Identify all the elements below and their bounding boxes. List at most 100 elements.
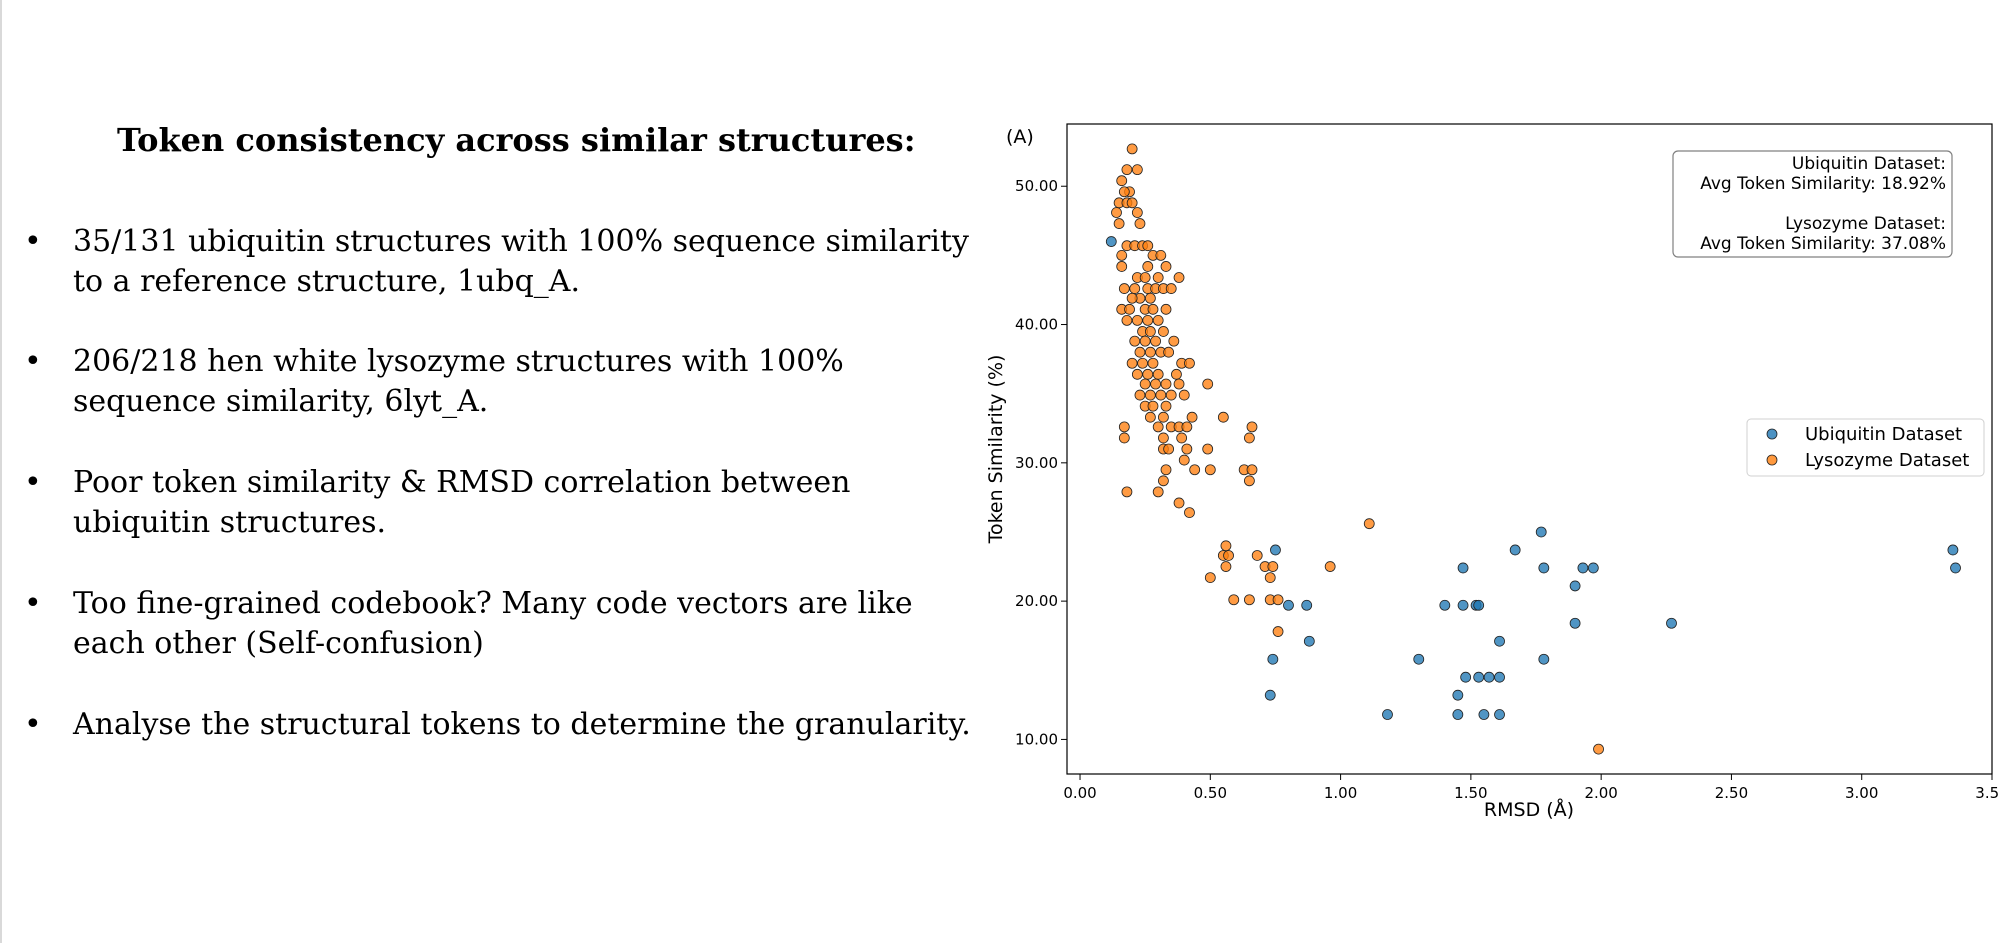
lysozyme-point (1176, 432, 1188, 444)
lysozyme-point (1243, 594, 1255, 606)
lysozyme-point (1152, 272, 1164, 283)
ubiquitin-point (1950, 562, 1961, 574)
bullet-text: Poor token similarity & RMSD correlation… (73, 465, 851, 540)
annotation-line: Avg Token Similarity: 37.08% (1700, 234, 1946, 254)
ubiquitin-point (1509, 544, 1521, 556)
ubiquitin-point (1452, 689, 1464, 701)
lysozyme-point (1124, 303, 1135, 315)
lysozyme-point (1155, 389, 1167, 401)
lysozyme-point (1142, 261, 1154, 272)
lysozyme-point (1158, 475, 1169, 487)
bullet-marker: • (24, 224, 42, 259)
lysozyme-point (1150, 335, 1161, 347)
lysozyme-point (1116, 261, 1128, 272)
x-tick-label: 2.50 (1715, 784, 1748, 802)
bullet-text: 206/218 hen white lysozyme structures wi… (73, 344, 844, 419)
ubiquitin-point (1569, 617, 1581, 629)
lysozyme-point (1204, 464, 1216, 476)
lysozyme-point (1131, 207, 1143, 218)
ubiquitin-point (1105, 236, 1117, 247)
lysozyme-point (1267, 561, 1279, 572)
bullet-marker: • (24, 344, 42, 379)
lysozyme-point (1178, 454, 1190, 466)
annotation-frame (1672, 150, 1953, 258)
bullet-text: 35/131 ubiquitin structures with 100% se… (73, 224, 969, 299)
lysozyme-point (1163, 443, 1175, 455)
lysozyme-point (1147, 400, 1159, 412)
ubiquitin-point (1473, 671, 1485, 683)
lysozyme-point (1118, 283, 1130, 294)
ubiquitin-point (1473, 599, 1485, 611)
lysozyme-point (1223, 550, 1234, 561)
lysozyme-point (1186, 411, 1198, 423)
lysozyme-point (1116, 175, 1128, 187)
lysozyme-point (1158, 411, 1169, 423)
lysozyme-point (1111, 207, 1122, 218)
lysozyme-point (1217, 411, 1229, 423)
lysozyme-point (1116, 249, 1128, 261)
ubiquitin-point (1457, 562, 1469, 574)
ubiquitin-point (1382, 709, 1393, 720)
lysozyme-point (1160, 400, 1172, 412)
lysozyme-point (1129, 335, 1141, 347)
ubiquitin-point (1535, 526, 1547, 538)
x-tick-label: 1.50 (1454, 784, 1487, 802)
lysozyme-point (1272, 594, 1284, 606)
panel-label: (A) (1006, 126, 1034, 148)
lysozyme-point (1121, 314, 1133, 326)
y-tick-label: 10.00 (1015, 730, 1058, 748)
lysozyme-point (1152, 314, 1164, 326)
lysozyme-point (1202, 443, 1214, 455)
annotation-line: Lysozyme Dataset: (1785, 214, 1946, 234)
bullet-text: Too fine-grained codebook? Many code vec… (73, 586, 913, 661)
lysozyme-point (1139, 272, 1151, 283)
lysozyme-point (1147, 357, 1159, 369)
lysozyme-point (1126, 292, 1138, 304)
lysozyme-point (1152, 486, 1164, 498)
lysozyme-point (1142, 368, 1154, 380)
lysozyme-point (1131, 164, 1143, 176)
legend-label-lysozyme: Lysozyme Dataset (1805, 450, 1969, 471)
ubiquitin-point (1264, 689, 1276, 701)
lysozyme-point (1189, 464, 1201, 476)
bullet-marker: • (24, 465, 42, 500)
lysozyme-point (1184, 507, 1195, 519)
lysozyme-point (1142, 240, 1154, 252)
annotation-line: Avg Token Similarity: 18.92% (1700, 174, 1946, 194)
ubiquitin-point (1494, 709, 1505, 720)
lysozyme-point (1246, 421, 1258, 433)
lysozyme-point (1363, 518, 1375, 530)
lysozyme-point (1181, 421, 1193, 433)
lysozyme-point (1144, 326, 1156, 337)
legend: Ubiquitin Dataset Lysozyme Dataset (1746, 418, 1985, 477)
lysozyme-point (1134, 218, 1146, 229)
lysozyme-point (1158, 326, 1169, 337)
lysozyme-point (1173, 497, 1185, 509)
lysozyme-point (1139, 378, 1151, 390)
lysozyme-point (1243, 475, 1255, 487)
lysozyme-point (1147, 303, 1159, 315)
lysozyme-point (1324, 561, 1336, 572)
lysozyme-point (1184, 357, 1195, 369)
lysozyme-point (1113, 218, 1125, 229)
lysozyme-point (1118, 186, 1130, 198)
y-tick-label: 30.00 (1015, 454, 1058, 472)
plot-frame (1066, 123, 1993, 775)
lysozyme-point (1152, 368, 1164, 380)
y-tick-label: 40.00 (1015, 316, 1058, 334)
ubiquitin-point (1483, 671, 1495, 683)
lysozyme-point (1150, 378, 1161, 390)
ubiquitin-point (1494, 635, 1505, 647)
x-tick-label: 0.50 (1194, 784, 1227, 802)
scatter-points (1105, 143, 1961, 755)
lysozyme-point (1131, 368, 1143, 380)
lysozyme-point (1121, 164, 1133, 176)
lysozyme-point (1171, 368, 1182, 380)
lysozyme-point (1220, 540, 1232, 552)
lysozyme-point (1246, 464, 1258, 476)
stats-annotation: Ubiquitin Dataset: Avg Token Similarity:… (1672, 150, 1953, 258)
ubiquitin-point (1457, 599, 1469, 611)
lysozyme-point (1118, 421, 1130, 433)
ubiquitin-point (1947, 544, 1959, 556)
bullet-text: Analyse the structural tokens to determi… (73, 707, 971, 742)
